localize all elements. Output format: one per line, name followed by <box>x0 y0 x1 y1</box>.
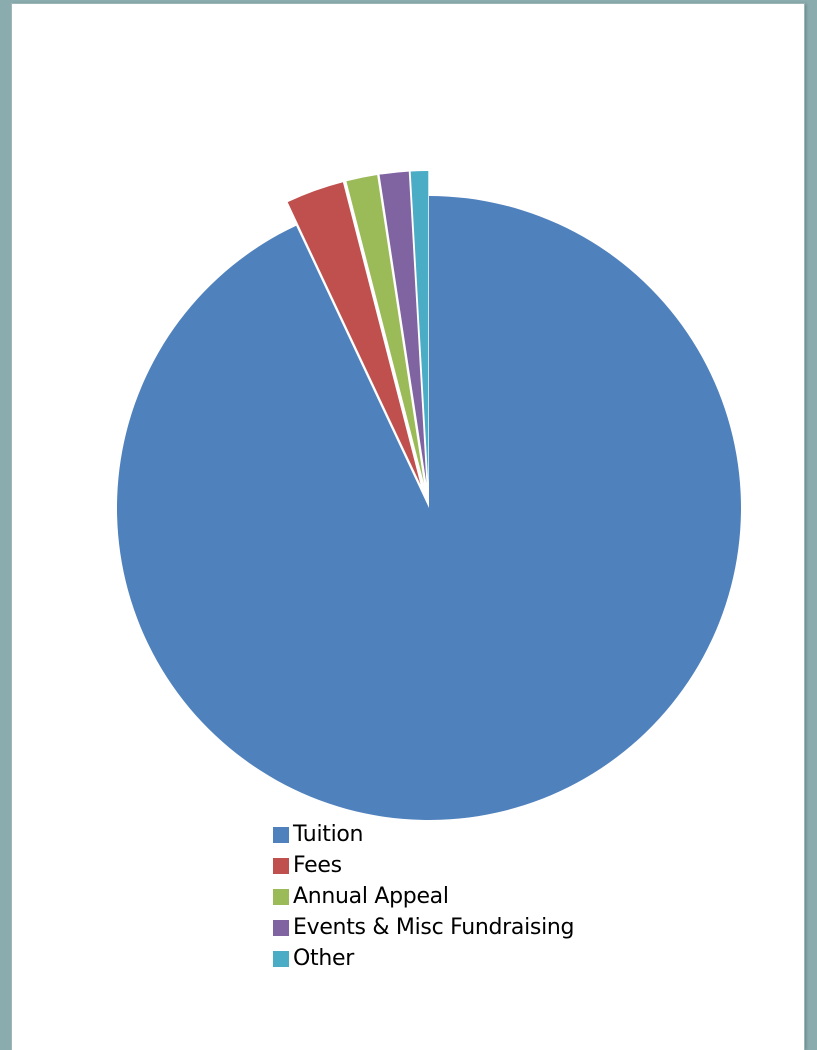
legend-label-other: Other <box>293 946 354 971</box>
legend-item-annual-appeal: Annual Appeal <box>273 881 574 912</box>
legend-swatch-tuition <box>273 826 289 843</box>
legend-item-tuition: Tuition <box>273 819 574 850</box>
legend-label-tuition: Tuition <box>293 822 364 847</box>
pie-slice-tuition <box>116 196 741 820</box>
pie-slice-other <box>410 171 429 484</box>
pie-slices <box>116 171 741 820</box>
legend-item-events-misc-fundraising: Events & Misc Fundraising <box>273 912 575 943</box>
legend-swatch-other <box>273 950 289 967</box>
pie-slice-fees <box>287 182 421 485</box>
legend-label-fees: Fees <box>293 853 342 878</box>
pie-slice-events-misc-fundraising <box>379 171 427 484</box>
legend-swatch-fees <box>273 857 289 874</box>
legend-swatch-annual-appeal <box>273 888 289 905</box>
legend-label-annual-appeal: Annual Appeal <box>293 884 449 909</box>
pie-chart <box>116 171 741 820</box>
chart-legend: Tuition Fees Annual Appeal Events & Misc… <box>273 819 575 974</box>
legend-swatch-events-misc-fundraising <box>273 919 289 936</box>
chart-page: Tuition Fees Annual Appeal Events & Misc… <box>12 4 804 1050</box>
legend-item-fees: Fees <box>273 850 574 881</box>
legend-label-events-misc-fundraising: Events & Misc Fundraising <box>293 915 575 940</box>
pie-slice-annual-appeal <box>346 175 425 484</box>
legend-item-other: Other <box>273 943 574 974</box>
